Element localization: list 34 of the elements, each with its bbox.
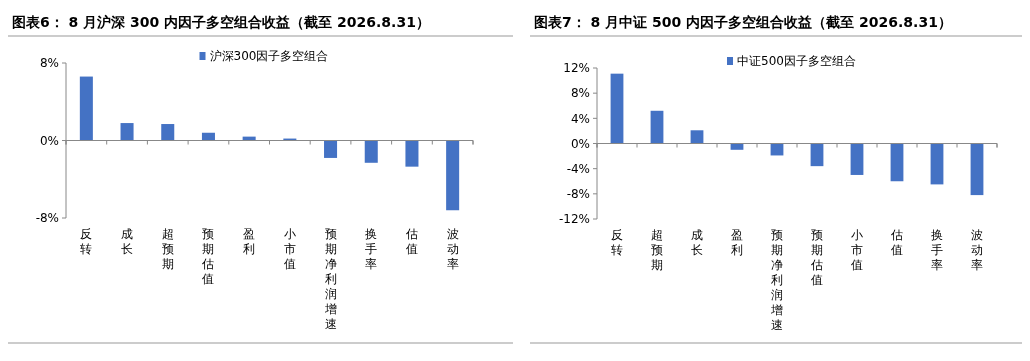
y-tick-label: 8% xyxy=(39,56,59,71)
legend-label: 沪深300因子多空组合 xyxy=(209,49,329,63)
x-tick-label: 预期净利润增速 xyxy=(323,227,337,331)
x-tick-label: 预期净利润增速 xyxy=(770,228,783,332)
y-tick-label: 0% xyxy=(39,133,59,148)
x-tick-label: 估值 xyxy=(890,228,903,257)
x-tick-label: 盈利 xyxy=(243,227,256,256)
x-tick-label: 反转 xyxy=(611,228,623,257)
x-tick-label: 换手率 xyxy=(365,227,378,271)
legend-label: 中证500因子多空组合 xyxy=(737,54,856,68)
y-tick-label: -8% xyxy=(35,211,59,226)
x-tick-label: 超预期 xyxy=(161,227,174,271)
x-tick-label: 波动率 xyxy=(971,228,983,272)
x-tick-label: 预期估值 xyxy=(201,227,215,286)
x-tick-label: 成长 xyxy=(691,228,703,257)
y-tick-label: 0% xyxy=(570,136,590,151)
y-tick-label: 4% xyxy=(570,111,590,126)
x-tick-label: 波动率 xyxy=(446,227,459,271)
x-tick-label: 换手率 xyxy=(931,228,943,272)
x-tick-label: 超预期 xyxy=(651,228,663,272)
x-tick-label: 盈利 xyxy=(731,228,743,257)
x-tick-label: 小市值 xyxy=(283,227,296,271)
x-tick-label: 成长 xyxy=(121,227,134,256)
x-tick-label: 反转 xyxy=(80,227,93,256)
x-tick-label: 估值 xyxy=(404,227,418,256)
chart-title: 图表7： 8 月中证 500 内因子多空组合收益（截至 2026.8.31） xyxy=(534,14,952,30)
x-tick-label: 预期估值 xyxy=(810,228,823,287)
chart-title: 图表6： 8 月沪深 300 内因子多空组合收益（截至 2026.8.31） xyxy=(12,14,430,30)
y-tick-label: 12% xyxy=(563,61,590,76)
y-tick-label: -12% xyxy=(558,212,590,227)
y-tick-label: -4% xyxy=(566,161,590,176)
x-tick-label: 小市值 xyxy=(851,228,863,272)
y-tick-label: -8% xyxy=(566,187,590,202)
y-tick-label: 8% xyxy=(570,86,590,101)
